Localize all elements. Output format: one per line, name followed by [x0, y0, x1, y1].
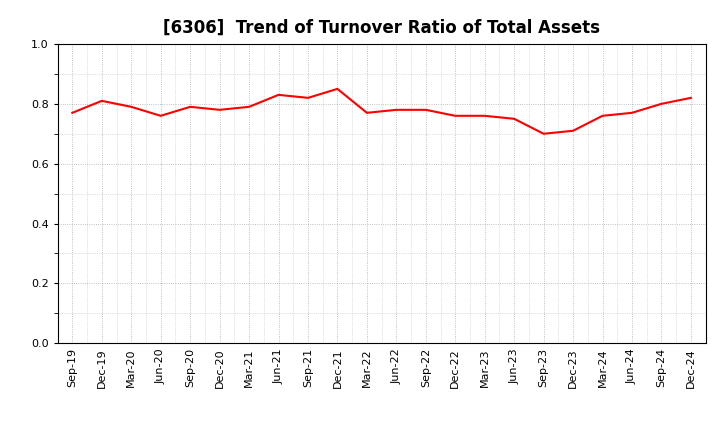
Title: [6306]  Trend of Turnover Ratio of Total Assets: [6306] Trend of Turnover Ratio of Total …: [163, 19, 600, 37]
